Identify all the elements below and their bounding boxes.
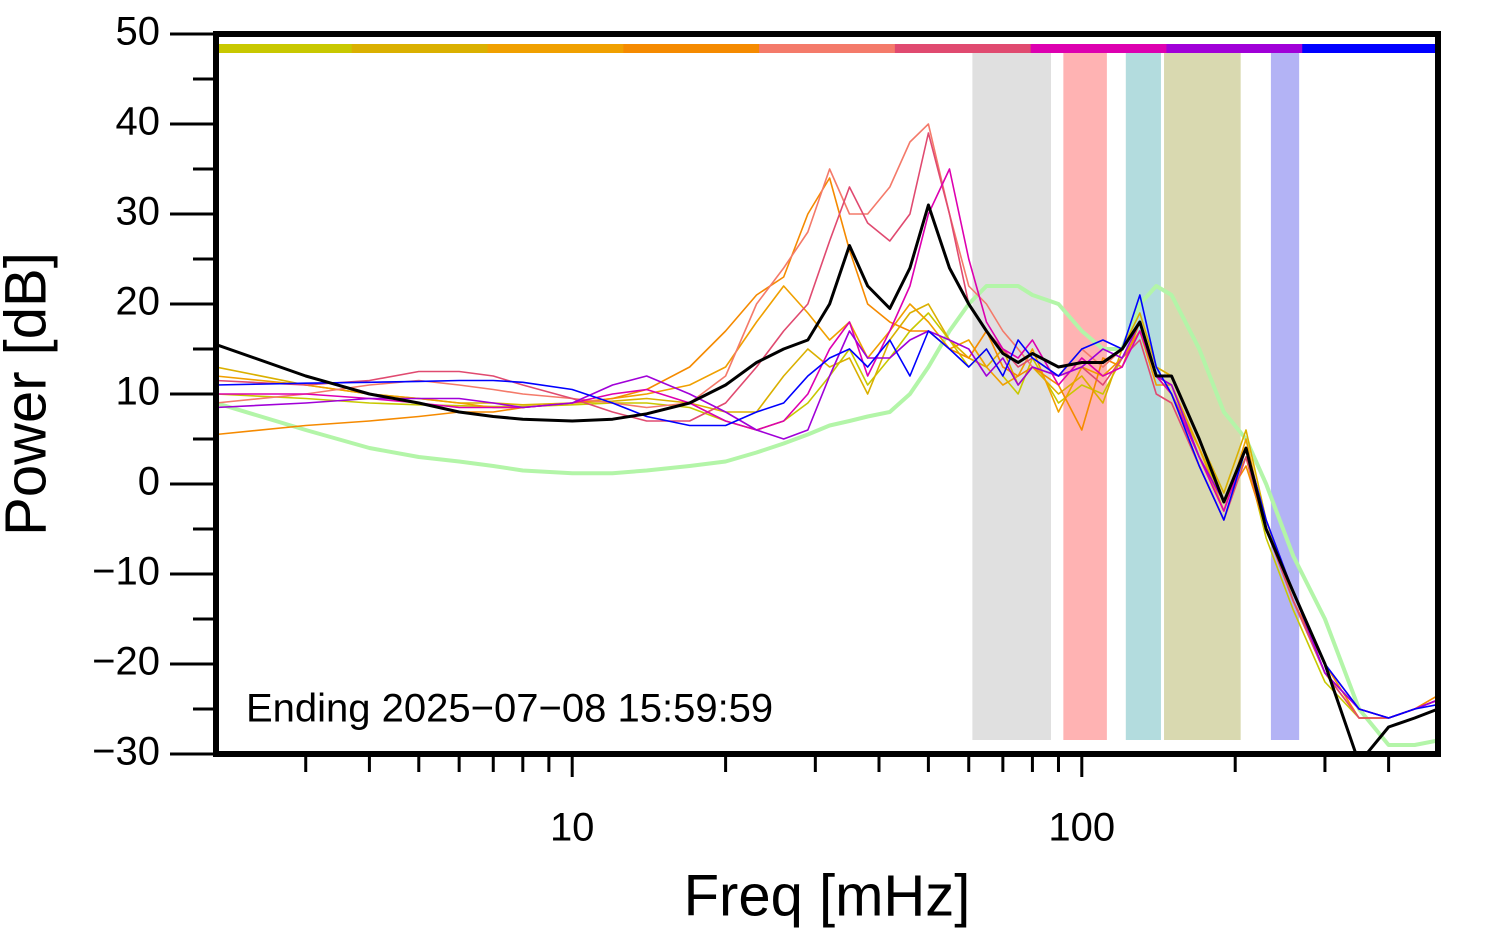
x-axis-title: Freq [mHz] xyxy=(684,863,971,928)
y-tick-label: 0 xyxy=(138,460,160,504)
annotation: Ending 2025−07−08 15:59:59 xyxy=(246,687,773,731)
band xyxy=(1063,52,1107,740)
color-key-segment xyxy=(216,44,353,53)
series-line xyxy=(216,285,1438,719)
y-tick-label: 30 xyxy=(116,190,161,234)
color-key-segment xyxy=(1302,44,1439,53)
axes: −30 −20 −10 0 10 20 30 40 50 10 100 xyxy=(92,10,1441,850)
x-tick-label: 100 xyxy=(1048,806,1115,850)
band xyxy=(1125,52,1161,740)
y-tick-label: 10 xyxy=(116,370,161,414)
color-key-segment xyxy=(623,44,760,53)
y-tick-label: 40 xyxy=(116,100,161,144)
band xyxy=(972,52,1051,740)
series-line xyxy=(216,123,1438,719)
color-key-segment xyxy=(1030,44,1167,53)
x-tick-label: 10 xyxy=(550,806,595,850)
y-tick-label: 20 xyxy=(116,280,161,324)
y-tick-label: −20 xyxy=(92,640,160,684)
band xyxy=(1270,52,1300,740)
series-line xyxy=(216,168,1438,719)
color-key-segment xyxy=(894,44,1032,53)
y-tick-label: −10 xyxy=(92,550,160,594)
color-key xyxy=(216,44,1439,53)
lines xyxy=(216,123,1438,754)
color-key-segment xyxy=(487,44,624,53)
bands xyxy=(972,52,1300,740)
series-line xyxy=(216,312,1438,719)
series-line xyxy=(216,303,1438,719)
series-line xyxy=(216,294,1438,719)
color-key-segment xyxy=(759,44,896,53)
y-axis-title: Power [dB] xyxy=(0,252,58,536)
color-key-segment xyxy=(351,44,489,53)
y-tick-label: 50 xyxy=(116,10,161,54)
series-line xyxy=(216,177,1438,719)
plot-frame xyxy=(213,31,1441,757)
series-line xyxy=(216,203,1438,754)
color-key-segment xyxy=(1166,44,1303,53)
series-line xyxy=(216,284,1438,747)
y-tick-label: −30 xyxy=(92,730,160,774)
